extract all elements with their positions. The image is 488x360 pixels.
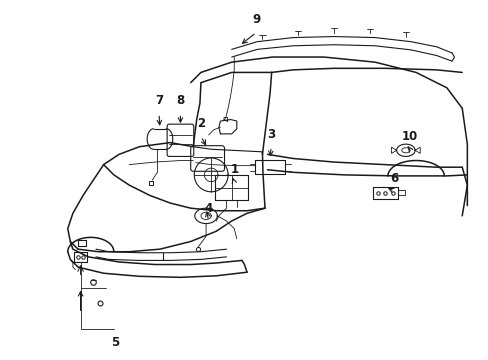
Text: 8: 8	[176, 94, 184, 107]
Text: 9: 9	[252, 13, 260, 26]
Text: 3: 3	[266, 127, 275, 140]
Text: 5: 5	[111, 336, 119, 349]
Text: 7: 7	[155, 94, 163, 107]
Text: 6: 6	[390, 172, 398, 185]
Text: 10: 10	[401, 130, 417, 143]
Text: 4: 4	[204, 202, 212, 215]
Text: 1: 1	[230, 163, 238, 176]
Text: 2: 2	[197, 117, 204, 130]
